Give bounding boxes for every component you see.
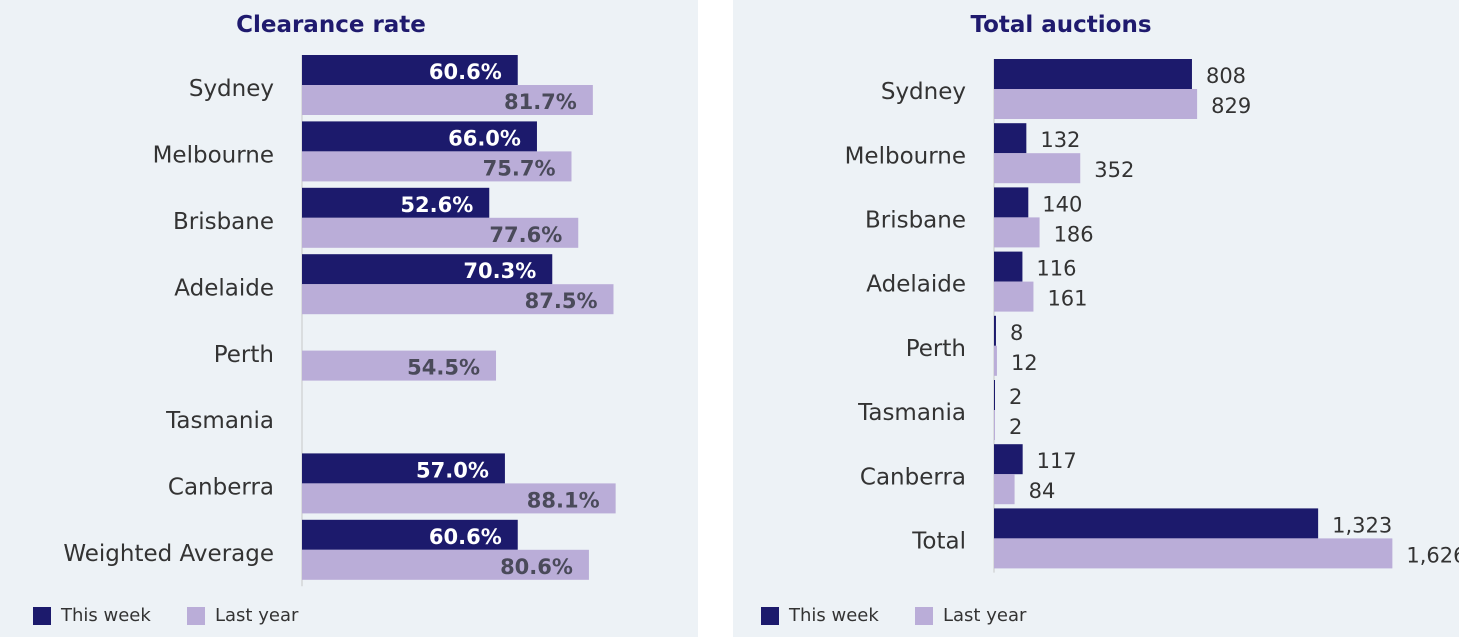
data-label-last-year-total: 1,626 xyxy=(1406,543,1459,567)
data-label-this-week-sydney: 808 xyxy=(1206,64,1246,88)
category-label-sydney: Sydney xyxy=(189,76,274,102)
data-label-last-year-brisbane: 186 xyxy=(1054,222,1094,246)
data-label-last-year-canberra: 84 xyxy=(1029,479,1056,503)
category-label-melbourne: Melbourne xyxy=(153,143,274,169)
bar-last-year-tasmania xyxy=(994,410,995,440)
bar-last-year-weighted-average xyxy=(302,549,589,580)
category-label-weighted-average: Weighted Average xyxy=(63,541,274,567)
category-label-brisbane: Brisbane xyxy=(865,208,966,234)
bar-this-week-canberra xyxy=(302,453,505,484)
data-label-this-week-brisbane: 140 xyxy=(1042,192,1082,216)
bar-this-week-sydney xyxy=(302,55,518,85)
category-label-sydney: Sydney xyxy=(881,79,966,105)
category-label-canberra: Canberra xyxy=(168,475,274,501)
data-label-last-year-weighted-average: 80.6% xyxy=(500,555,573,579)
bar-last-year-melbourne xyxy=(302,151,572,182)
data-label-last-year-melbourne: 75.7% xyxy=(483,156,556,180)
bar-last-year-brisbane xyxy=(994,217,1040,248)
category-label-canberra: Canberra xyxy=(860,464,966,490)
bar-last-year-adelaide xyxy=(302,284,614,315)
legend-swatch-this-week xyxy=(761,607,779,625)
bar-last-year-adelaide xyxy=(994,281,1034,312)
category-label-adelaide: Adelaide xyxy=(174,275,274,301)
bar-this-week-brisbane xyxy=(994,187,1029,218)
category-label-tasmania: Tasmania xyxy=(165,408,274,434)
bar-this-week-brisbane xyxy=(302,187,490,218)
legend-label-this-week: This week xyxy=(60,605,151,626)
category-label-tasmania: Tasmania xyxy=(857,400,966,426)
legend-swatch-last-year xyxy=(187,607,205,625)
data-label-this-week-brisbane: 52.6% xyxy=(400,193,473,217)
bar-this-week-adelaide xyxy=(302,254,553,285)
chart-title: Clearance rate xyxy=(236,12,426,38)
bar-this-week-adelaide xyxy=(994,251,1023,282)
bar-this-week-perth xyxy=(994,315,996,346)
total-auctions-chart: Total auctions Sydney 808 829 Melbourne 132 35… xyxy=(761,12,1459,626)
data-label-this-week-adelaide: 116 xyxy=(1036,257,1076,281)
data-label-last-year-tasmania: 2 xyxy=(1009,415,1022,439)
legend-swatch-last-year xyxy=(915,607,933,625)
bar-last-year-canberra xyxy=(994,474,1015,505)
bar-this-week-weighted-average xyxy=(302,519,518,550)
bar-this-week-total xyxy=(994,508,1319,539)
data-label-this-week-canberra: 117 xyxy=(1037,449,1077,473)
bar-this-week-sydney xyxy=(994,59,1192,89)
bar-last-year-total xyxy=(994,538,1393,569)
bar-last-year-canberra xyxy=(302,483,616,514)
category-label-melbourne: Melbourne xyxy=(845,143,966,169)
data-label-this-week-perth: 8 xyxy=(1010,321,1023,345)
bar-last-year-perth xyxy=(994,345,997,376)
bar-last-year-brisbane xyxy=(302,217,579,248)
category-label-total: Total xyxy=(911,529,966,555)
data-label-last-year-sydney: 81.7% xyxy=(504,90,577,114)
total-auctions-panel: Total auctions Sydney 808 829 Melbourne 132 35… xyxy=(733,0,1459,637)
data-label-last-year-adelaide: 87.5% xyxy=(525,289,598,313)
bar-this-week-tasmania xyxy=(994,380,995,410)
data-label-last-year-adelaide: 161 xyxy=(1047,287,1087,311)
data-label-last-year-sydney: 829 xyxy=(1211,94,1251,118)
legend-label-last-year: Last year xyxy=(943,605,1027,626)
data-label-this-week-melbourne: 132 xyxy=(1040,128,1080,152)
data-label-this-week-total: 1,323 xyxy=(1332,513,1392,537)
legend-label-this-week: This week xyxy=(788,605,879,626)
bar-this-week-canberra xyxy=(994,444,1023,475)
category-label-brisbane: Brisbane xyxy=(173,209,274,235)
data-label-this-week-canberra: 57.0% xyxy=(416,458,489,482)
bar-last-year-melbourne xyxy=(994,153,1081,184)
category-label-perth: Perth xyxy=(214,342,274,368)
data-label-last-year-perth: 12 xyxy=(1011,351,1038,375)
legend-label-last-year: Last year xyxy=(215,605,299,626)
category-label-perth: Perth xyxy=(906,336,966,362)
bar-last-year-sydney xyxy=(994,89,1198,119)
bar-last-year-sydney xyxy=(302,85,593,115)
data-label-this-week-adelaide: 70.3% xyxy=(463,259,536,283)
data-label-last-year-melbourne: 352 xyxy=(1094,158,1134,182)
bar-last-year-perth xyxy=(302,350,497,381)
data-label-this-week-weighted-average: 60.6% xyxy=(429,525,502,549)
data-label-last-year-canberra: 88.1% xyxy=(527,488,600,512)
clearance-rate-chart: Clearance rateSydney60.6%81.7%Melbourne6… xyxy=(33,12,616,626)
legend-swatch-this-week xyxy=(33,607,51,625)
clearance-rate-panel: Clearance rate Sydney 60.6% 81.7% Melbourne 6… xyxy=(0,0,698,637)
data-label-this-week-melbourne: 66.0% xyxy=(448,126,521,150)
chart-title: Total auctions xyxy=(970,12,1151,38)
bar-this-week-melbourne xyxy=(994,123,1027,154)
data-label-last-year-brisbane: 77.6% xyxy=(489,223,562,247)
category-label-adelaide: Adelaide xyxy=(866,272,966,298)
data-label-this-week-tasmania: 2 xyxy=(1009,385,1022,409)
bar-this-week-melbourne xyxy=(302,121,537,152)
data-label-last-year-perth: 54.5% xyxy=(407,356,480,380)
data-label-this-week-sydney: 60.6% xyxy=(429,60,502,84)
